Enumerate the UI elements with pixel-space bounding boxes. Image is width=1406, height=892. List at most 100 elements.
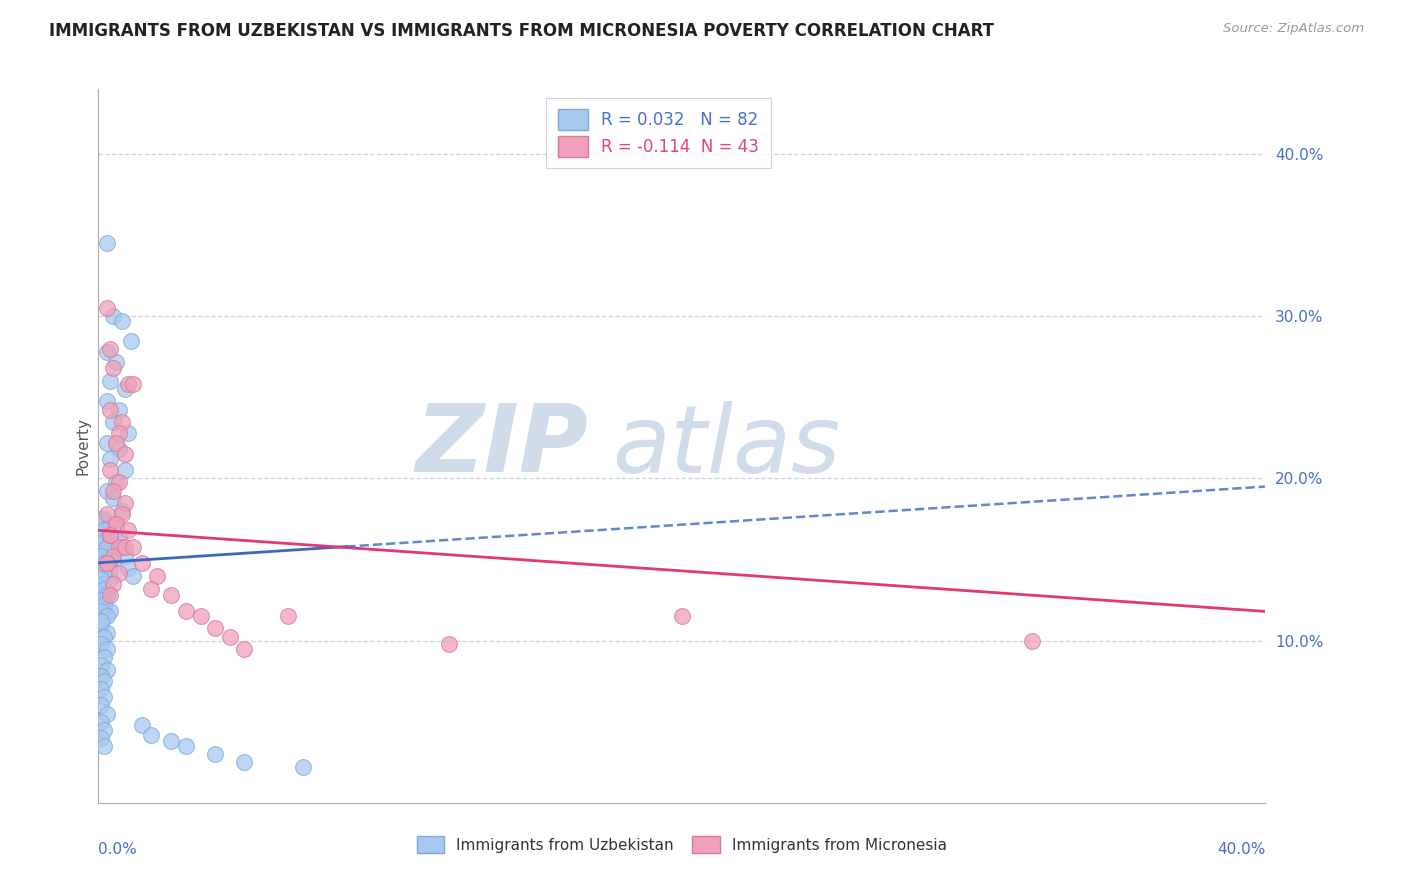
Point <box>117 524 139 538</box>
Point <box>114 496 136 510</box>
Point <box>93 609 115 624</box>
Point <box>96 556 118 570</box>
Y-axis label: Poverty: Poverty <box>75 417 90 475</box>
Point <box>90 604 112 618</box>
Point <box>120 334 142 348</box>
Point <box>93 593 115 607</box>
Point <box>90 637 112 651</box>
Point <box>98 403 121 417</box>
Point <box>98 533 121 547</box>
Point <box>98 588 121 602</box>
Point <box>108 566 131 580</box>
Point <box>90 657 112 672</box>
Point <box>98 342 121 356</box>
Text: IMMIGRANTS FROM UZBEKISTAN VS IMMIGRANTS FROM MICRONESIA POVERTY CORRELATION CHA: IMMIGRANTS FROM UZBEKISTAN VS IMMIGRANTS… <box>49 22 994 40</box>
Point <box>90 617 112 632</box>
Point <box>90 593 112 607</box>
Point <box>96 556 118 570</box>
Point <box>108 403 131 417</box>
Point <box>90 731 112 745</box>
Point <box>146 568 169 582</box>
Point <box>93 512 115 526</box>
Point <box>90 549 112 564</box>
Point <box>90 572 112 586</box>
Point <box>101 361 124 376</box>
Point <box>204 621 226 635</box>
Point <box>90 682 112 697</box>
Point <box>98 528 121 542</box>
Point <box>174 604 197 618</box>
Point <box>101 549 124 564</box>
Point <box>139 582 162 596</box>
Point <box>98 463 121 477</box>
Point <box>93 533 115 547</box>
Point <box>277 609 299 624</box>
Point <box>96 706 118 721</box>
Point <box>671 609 693 624</box>
Point <box>117 560 139 574</box>
Point <box>104 475 127 489</box>
Point <box>114 540 136 554</box>
Point <box>93 556 115 570</box>
Point <box>122 568 145 582</box>
Point <box>93 739 115 753</box>
Point <box>96 435 118 450</box>
Point <box>111 507 134 521</box>
Point <box>90 698 112 713</box>
Point <box>291 760 314 774</box>
Point <box>90 512 112 526</box>
Point <box>117 377 139 392</box>
Point <box>96 544 118 558</box>
Point <box>98 528 121 542</box>
Point <box>90 714 112 729</box>
Point <box>96 301 118 315</box>
Point <box>122 377 145 392</box>
Point <box>117 425 139 440</box>
Point <box>96 236 118 251</box>
Point <box>93 674 115 689</box>
Point <box>108 540 131 554</box>
Point <box>190 609 212 624</box>
Point <box>96 540 118 554</box>
Point <box>204 747 226 761</box>
Point <box>160 734 183 748</box>
Point <box>131 718 153 732</box>
Point <box>93 690 115 705</box>
Point <box>108 425 131 440</box>
Point <box>96 507 118 521</box>
Point <box>93 524 115 538</box>
Point <box>111 540 134 554</box>
Point <box>96 641 118 656</box>
Point <box>98 520 121 534</box>
Point <box>114 382 136 396</box>
Point <box>104 516 127 531</box>
Point <box>93 723 115 737</box>
Point <box>108 475 131 489</box>
Point <box>108 540 131 554</box>
Point <box>101 484 124 499</box>
Point <box>114 447 136 461</box>
Point <box>90 601 112 615</box>
Point <box>104 435 127 450</box>
Point <box>122 540 145 554</box>
Point <box>108 528 131 542</box>
Point <box>93 649 115 664</box>
Point <box>90 614 112 628</box>
Point <box>90 544 112 558</box>
Point <box>90 524 112 538</box>
Point <box>93 631 115 645</box>
Point <box>98 560 121 574</box>
Point <box>98 604 121 618</box>
Point <box>104 524 127 538</box>
Point <box>98 572 121 586</box>
Point <box>93 566 115 580</box>
Point <box>96 588 118 602</box>
Point <box>131 556 153 570</box>
Point <box>98 452 121 467</box>
Point <box>114 463 136 477</box>
Point <box>96 345 118 359</box>
Point <box>98 374 121 388</box>
Point <box>1021 633 1043 648</box>
Point <box>96 663 118 677</box>
Point <box>114 549 136 564</box>
